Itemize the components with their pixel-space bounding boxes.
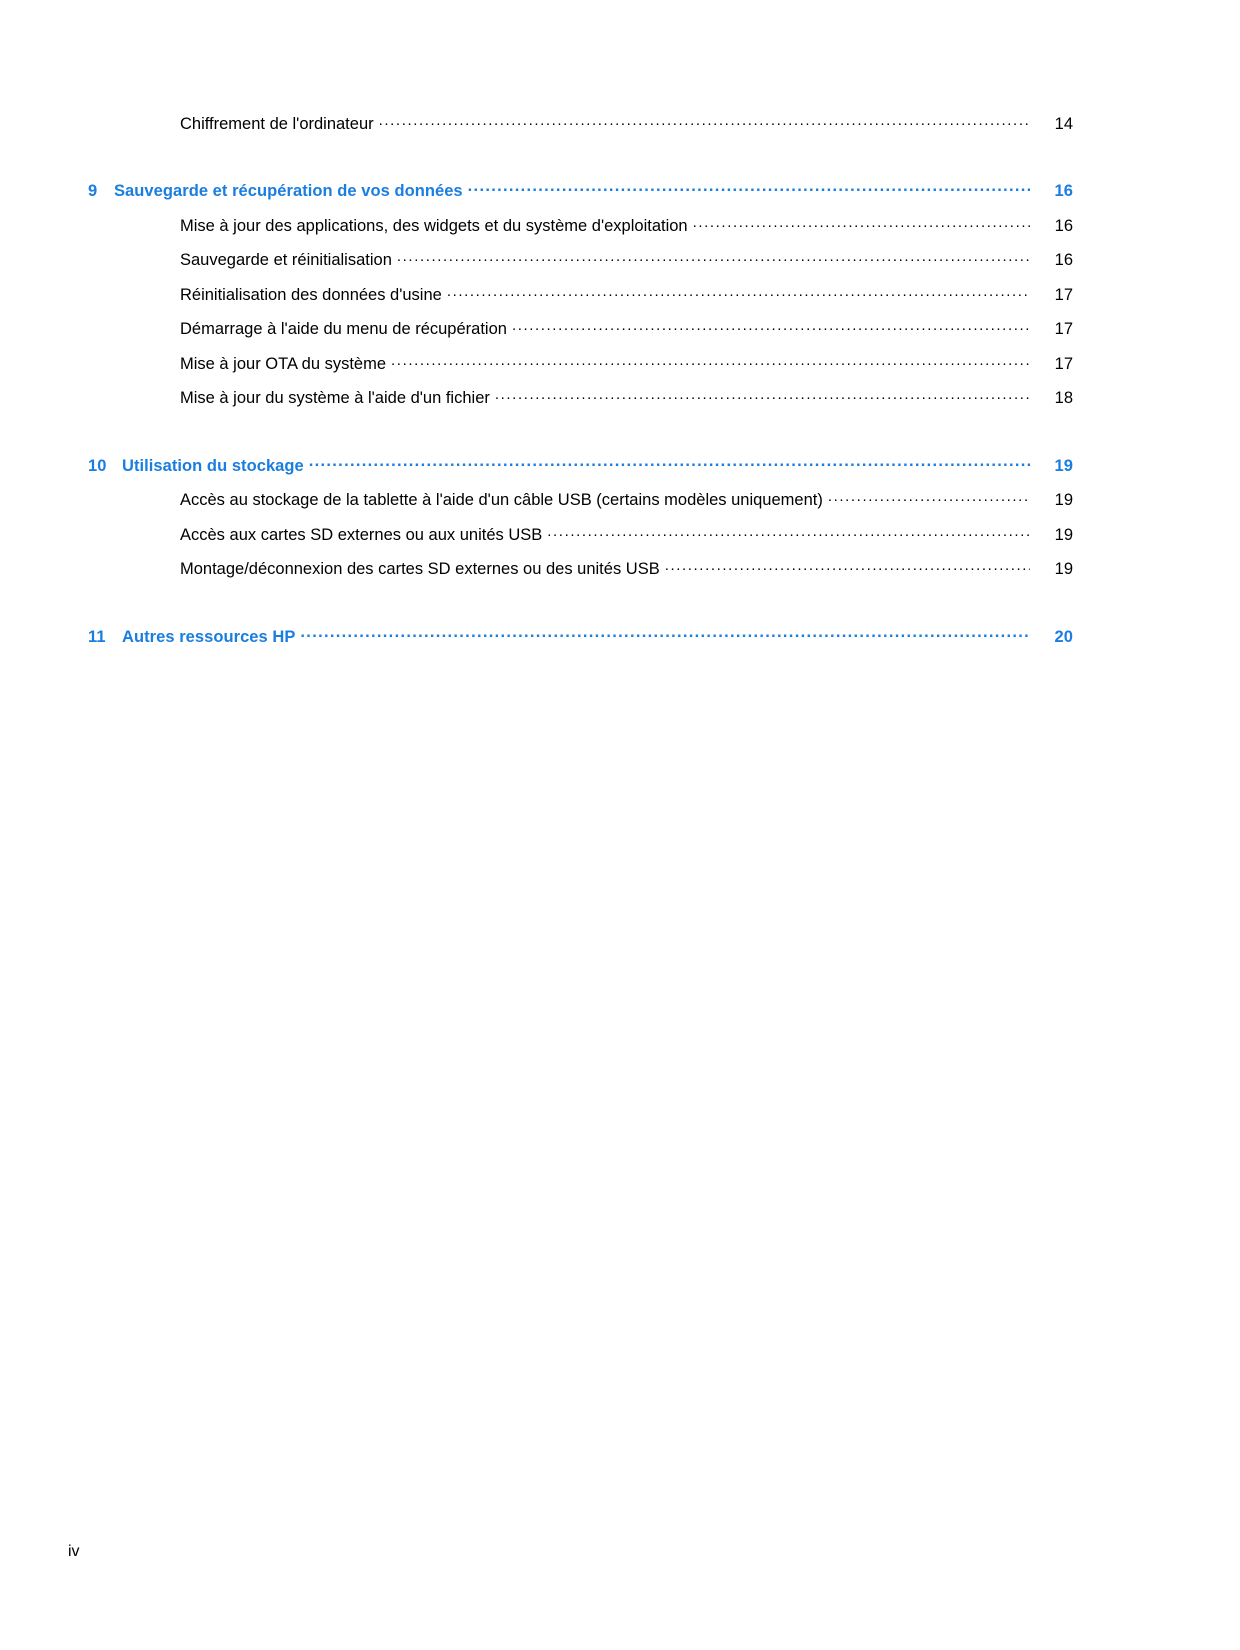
toc-page-number: 17 [1054, 354, 1073, 373]
toc-section-entry[interactable]: Mise à jour du système à l'aide d'un fic… [180, 387, 1073, 409]
toc-page-number: 19 [1054, 456, 1073, 475]
toc-page-number: 19 [1054, 525, 1073, 544]
toc-section-label: Mise à jour du système à l'aide d'un fic… [180, 389, 490, 407]
toc-dot-leader [547, 523, 1030, 540]
toc-page-number: 17 [1054, 320, 1073, 338]
toc-section-entry[interactable]: Montage/déconnexion des cartes SD extern… [180, 558, 1073, 580]
toc-dot-leader [309, 454, 1030, 471]
toc-chapter-title: Autres ressources HP [122, 627, 296, 646]
toc-chapter-number: 11 [88, 627, 106, 646]
toc-section-entry[interactable]: Mise à jour OTA du système 17 [180, 352, 1073, 374]
toc-chapter-number: 10 [88, 456, 107, 475]
toc-dot-leader [397, 249, 1030, 266]
toc-chapter-entry-9[interactable]: 9 Sauvegarde et récupération de vos donn… [88, 180, 1073, 202]
toc-page-number: 16 [1054, 216, 1073, 235]
toc-chapter-title: Utilisation du stockage [122, 456, 304, 475]
toc-section-entry[interactable]: Démarrage à l'aide du menu de récupérati… [180, 318, 1073, 340]
toc-section-entry[interactable]: Chiffrement de l'ordinateur 14 [180, 112, 1073, 134]
toc-dot-leader [495, 387, 1030, 404]
toc-page-number: 14 [1054, 114, 1073, 133]
toc-dot-leader [665, 558, 1030, 575]
toc-page-number: 19 [1054, 560, 1073, 578]
toc-section-label: Accès aux cartes SD externes ou aux unit… [180, 525, 543, 544]
toc-section-label: Accès au stockage de la tablette à l'aid… [180, 491, 823, 509]
toc-dot-leader [512, 318, 1030, 335]
toc-section-label: Mise à jour OTA du système [180, 354, 387, 373]
toc-section-label: Mise à jour des applications, des widget… [180, 216, 688, 235]
toc-dot-leader [391, 352, 1030, 369]
toc-page-number: 20 [1054, 627, 1073, 646]
toc-dot-leader [828, 489, 1030, 506]
toc-section-label: Sauvegarde et réinitialisation [180, 251, 392, 269]
toc-dot-leader [300, 625, 1030, 642]
toc-page-number: 18 [1054, 389, 1073, 407]
toc-chapter-title: Sauvegarde et récupération de vos donnée… [114, 182, 463, 200]
toc-section-label: Réinitialisation des données d'usine [180, 285, 442, 304]
toc-section-entry[interactable]: Réinitialisation des données d'usine 17 [180, 283, 1073, 305]
table-of-contents: Chiffrement de l'ordinateur 14 9 Sauvega… [88, 112, 1073, 647]
toc-dot-leader [468, 180, 1030, 197]
toc-page-number: 16 [1054, 251, 1073, 269]
toc-dot-leader [379, 112, 1030, 129]
toc-section-entry[interactable]: Mise à jour des applications, des widget… [180, 214, 1073, 236]
toc-section-entry[interactable]: Accès au stockage de la tablette à l'aid… [180, 489, 1073, 511]
toc-chapter-entry-10[interactable]: 10 Utilisation du stockage 19 [88, 454, 1073, 476]
toc-section-entry[interactable]: Accès aux cartes SD externes ou aux unit… [180, 523, 1073, 545]
toc-page-number: 16 [1054, 182, 1073, 200]
toc-page-number: 17 [1054, 285, 1073, 304]
toc-section-label: Démarrage à l'aide du menu de récupérati… [180, 320, 507, 338]
toc-chapter-number: 9 [88, 182, 98, 200]
page-folio-number: iv [68, 1543, 80, 1560]
toc-dot-leader [693, 214, 1030, 231]
toc-dot-leader [447, 283, 1030, 300]
toc-section-label: Chiffrement de l'ordinateur [180, 114, 374, 133]
toc-page-number: 19 [1054, 491, 1073, 509]
toc-section-entry[interactable]: Sauvegarde et réinitialisation 16 [180, 249, 1073, 271]
toc-chapter-entry-11[interactable]: 11 Autres ressources HP 20 [88, 625, 1073, 647]
toc-section-label: Montage/déconnexion des cartes SD extern… [180, 560, 660, 578]
